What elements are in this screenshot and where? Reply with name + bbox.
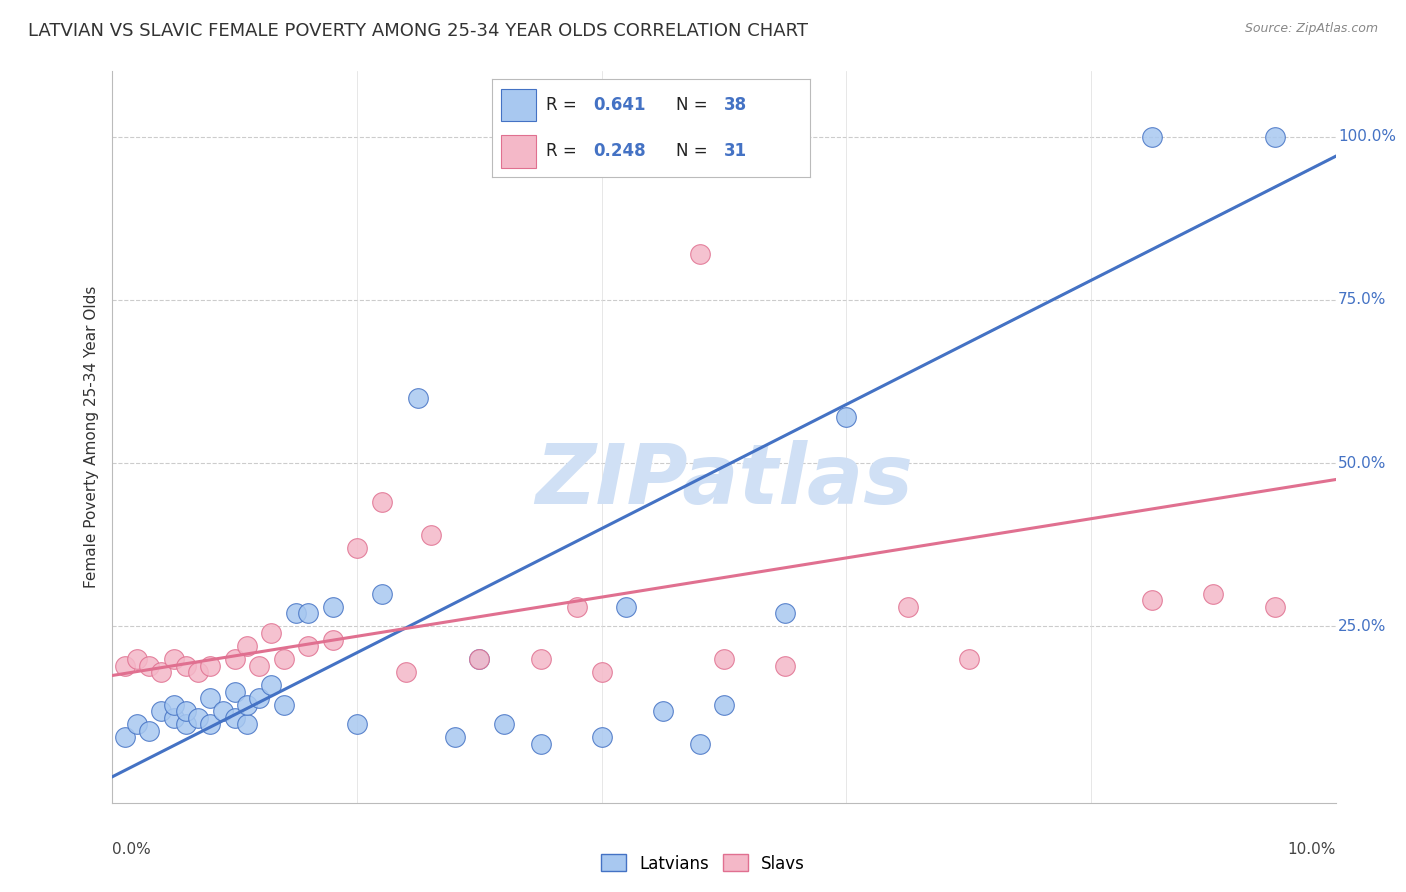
Point xyxy=(174,705,197,719)
Point xyxy=(224,652,246,666)
Point xyxy=(322,599,344,614)
Point xyxy=(224,711,246,725)
Point xyxy=(163,652,186,666)
Point xyxy=(897,599,920,614)
Point xyxy=(114,658,136,673)
Point xyxy=(530,652,553,666)
Point xyxy=(591,731,613,745)
Point xyxy=(284,607,308,621)
Point xyxy=(187,665,209,680)
Point xyxy=(492,717,515,731)
Point xyxy=(419,528,441,542)
Point xyxy=(689,737,711,751)
Y-axis label: Female Poverty Among 25-34 Year Olds: Female Poverty Among 25-34 Year Olds xyxy=(83,286,98,588)
Point xyxy=(614,599,637,614)
Point xyxy=(138,658,160,673)
Point xyxy=(163,711,186,725)
Legend: Latvians, Slavs: Latvians, Slavs xyxy=(595,847,811,880)
Point xyxy=(957,652,980,666)
Text: 10.0%: 10.0% xyxy=(1288,842,1336,857)
Text: 50.0%: 50.0% xyxy=(1339,456,1386,471)
Point xyxy=(713,652,735,666)
Point xyxy=(1264,129,1286,144)
Point xyxy=(260,678,283,692)
Point xyxy=(273,652,295,666)
Point xyxy=(260,626,283,640)
Point xyxy=(273,698,295,712)
Point xyxy=(247,658,270,673)
Text: 75.0%: 75.0% xyxy=(1339,293,1386,308)
Point xyxy=(224,685,246,699)
Point xyxy=(370,495,392,509)
Point xyxy=(652,705,675,719)
Text: 25.0%: 25.0% xyxy=(1339,619,1386,634)
Point xyxy=(322,632,344,647)
Point xyxy=(187,711,209,725)
Point xyxy=(200,691,222,706)
Point xyxy=(408,391,430,405)
Point xyxy=(468,652,491,666)
Text: 0.0%: 0.0% xyxy=(112,842,152,857)
Point xyxy=(174,717,197,731)
Point xyxy=(150,705,173,719)
Text: ZIPatlas: ZIPatlas xyxy=(536,441,912,522)
Point xyxy=(444,731,467,745)
Point xyxy=(125,717,148,731)
Point xyxy=(150,665,173,680)
Point xyxy=(297,607,319,621)
Point xyxy=(138,723,160,738)
Point xyxy=(200,658,222,673)
Point xyxy=(835,410,858,425)
Text: 100.0%: 100.0% xyxy=(1339,129,1396,145)
Point xyxy=(591,665,613,680)
Point xyxy=(713,698,735,712)
Point xyxy=(468,652,491,666)
Text: Source: ZipAtlas.com: Source: ZipAtlas.com xyxy=(1244,22,1378,36)
Point xyxy=(1142,129,1164,144)
Point xyxy=(346,541,368,555)
Point xyxy=(297,639,319,653)
Point xyxy=(236,717,259,731)
Point xyxy=(236,698,259,712)
Point xyxy=(370,587,392,601)
Point xyxy=(174,658,197,673)
Point xyxy=(211,705,233,719)
Point xyxy=(775,607,797,621)
Point xyxy=(1264,599,1286,614)
Point xyxy=(775,658,797,673)
Point xyxy=(163,698,186,712)
Text: LATVIAN VS SLAVIC FEMALE POVERTY AMONG 25-34 YEAR OLDS CORRELATION CHART: LATVIAN VS SLAVIC FEMALE POVERTY AMONG 2… xyxy=(28,22,808,40)
Point xyxy=(1142,593,1164,607)
Point xyxy=(395,665,418,680)
Point xyxy=(567,599,589,614)
Point xyxy=(200,717,222,731)
Point xyxy=(1202,587,1225,601)
Point xyxy=(247,691,270,706)
Point xyxy=(530,737,553,751)
Point xyxy=(236,639,259,653)
Point xyxy=(125,652,148,666)
Point xyxy=(114,731,136,745)
Point xyxy=(346,717,368,731)
Point xyxy=(689,247,711,261)
